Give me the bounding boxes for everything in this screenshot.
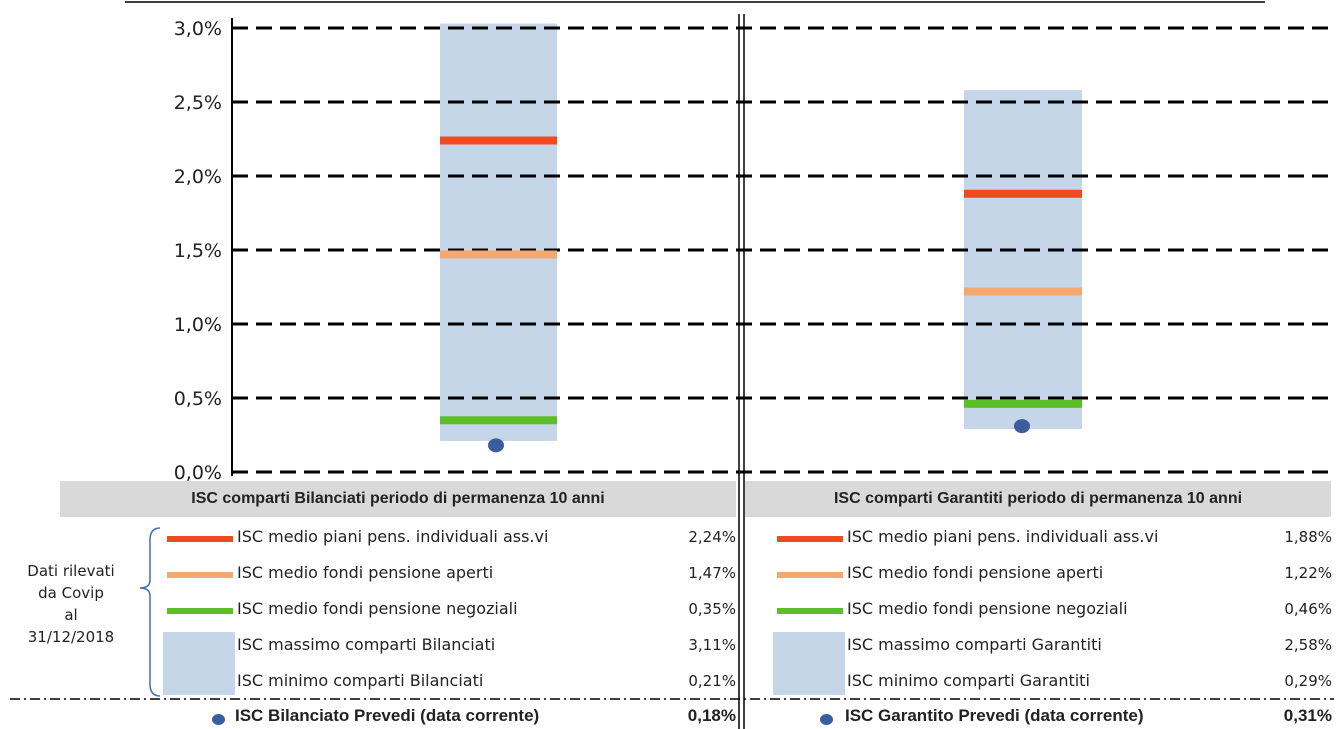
legend-swatch-range — [163, 632, 235, 695]
legend-swatch-avg-negotiated — [777, 608, 843, 614]
source-note-line: Dati rilevati — [27, 562, 115, 580]
source-note: Dati rilevati da Covip al 31/12/2018 — [6, 560, 136, 648]
source-note-line: al — [64, 606, 78, 624]
range-bar — [964, 90, 1082, 430]
legend-label: ISC medio fondi pensione negoziali — [237, 599, 518, 618]
legend-point-marker — [820, 714, 833, 725]
y-tick-label: 0,0% — [174, 462, 222, 484]
legend-value: 1,22% — [1284, 564, 1332, 582]
legend-label: ISC medio fondi pensione negoziali — [847, 599, 1128, 618]
legend-label: ISC minimo comparti Bilanciati — [237, 671, 484, 690]
legend-label: ISC massimo comparti Bilanciati — [237, 635, 496, 654]
source-note-line: da Covip — [38, 584, 104, 602]
legend-label: ISC medio fondi pensione aperti — [847, 563, 1104, 582]
legend-label: ISC medio piani pens. individuali ass.vi — [237, 527, 549, 546]
range-bar — [440, 23, 557, 441]
legend-value: 0,21% — [688, 672, 736, 690]
y-tick-label: 2,0% — [174, 166, 222, 188]
legend-value: 0,29% — [1284, 672, 1332, 690]
panel-title-bilanciati: ISC comparti Bilanciati periodo di perma… — [60, 481, 736, 517]
legend-label: ISC medio piani pens. individuali ass.vi — [847, 527, 1159, 546]
legend-point-value: 0,18% — [687, 706, 736, 725]
legend-point-marker — [212, 714, 225, 725]
legend-value: 1,88% — [1284, 528, 1332, 546]
legend-label: ISC massimo comparti Garantiti — [847, 635, 1102, 654]
legend-swatch-avg-individual — [777, 536, 843, 542]
legend-bracket — [139, 527, 161, 697]
legend-swatch-avg-individual — [167, 536, 233, 542]
legend-value: 1,47% — [688, 564, 736, 582]
legend-swatch-avg-negotiated — [167, 608, 233, 614]
y-tick-label: 0,5% — [174, 388, 222, 410]
prevedi-point — [488, 438, 504, 453]
legend-value: 2,58% — [1284, 636, 1332, 654]
legend-value: 0,46% — [1284, 600, 1332, 618]
y-tick-label: 2,5% — [174, 92, 222, 114]
legend-swatch-range — [773, 632, 845, 695]
legend-label: ISC medio fondi pensione aperti — [237, 563, 494, 582]
legend-swatch-avg-open — [777, 572, 843, 578]
legend-point-value: 0,31% — [1283, 706, 1332, 725]
legend-value: 0,35% — [688, 600, 736, 618]
panel-title-garantiti: ISC comparti Garantiti periodo di perman… — [745, 481, 1331, 517]
prevedi-point — [1014, 419, 1030, 434]
legend-swatch-avg-open — [167, 572, 233, 578]
y-tick-label: 1,0% — [174, 314, 222, 336]
legend-label: ISC minimo comparti Garantiti — [847, 671, 1090, 690]
y-tick-label: 3,0% — [174, 18, 222, 40]
legend-point-label: ISC Bilanciato Prevedi (data corrente) — [235, 706, 540, 725]
legend-value: 3,11% — [688, 636, 736, 654]
legend-value: 2,24% — [688, 528, 736, 546]
y-tick-label: 1,5% — [174, 240, 222, 262]
legend-point-label: ISC Garantito Prevedi (data corrente) — [845, 706, 1144, 725]
source-note-line: 31/12/2018 — [27, 628, 115, 646]
